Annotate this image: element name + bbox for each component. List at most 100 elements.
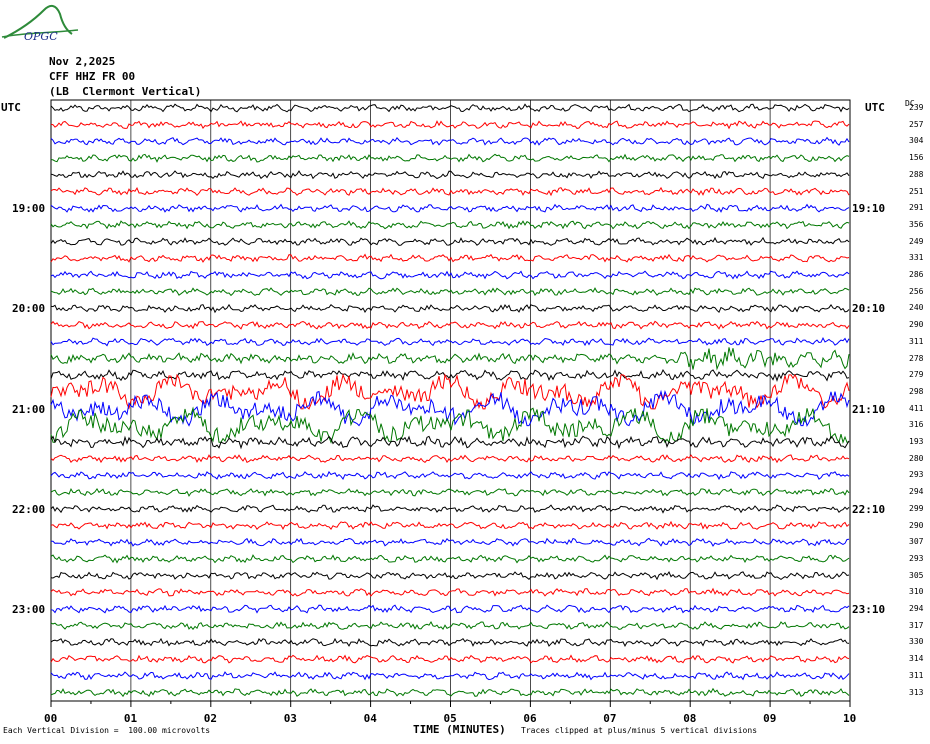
dc-offset-label: 294 bbox=[909, 487, 924, 497]
seismic-trace bbox=[50, 621, 850, 631]
utc-label-right: UTC bbox=[865, 101, 885, 114]
x-tick-label: 09 bbox=[763, 712, 777, 725]
x-tick-label: 06 bbox=[523, 712, 537, 725]
x-tick-label: 08 bbox=[683, 712, 697, 725]
dc-offset-label: 305 bbox=[909, 570, 924, 580]
seismic-trace bbox=[50, 487, 850, 497]
dc-offset-label: 294 bbox=[909, 604, 924, 613]
x-tick-label: 10 bbox=[843, 712, 857, 725]
seismic-trace bbox=[50, 203, 850, 213]
seismic-trace bbox=[50, 454, 850, 464]
hour-label-left: 19:00 bbox=[12, 202, 46, 216]
dc-offset-label: 330 bbox=[909, 637, 924, 647]
dc-offset-label: 156 bbox=[909, 153, 924, 163]
dc-offset-label: 257 bbox=[909, 119, 924, 129]
utc-label-left: UTC bbox=[1, 101, 21, 114]
dc-offset-label: 288 bbox=[909, 169, 924, 179]
seismic-trace bbox=[50, 637, 850, 647]
seismic-trace bbox=[50, 520, 850, 530]
seismic-trace bbox=[50, 435, 850, 450]
x-tick-label: 03 bbox=[283, 712, 297, 725]
seismic-trace bbox=[50, 320, 850, 330]
seismic-trace bbox=[50, 186, 850, 197]
dc-offset-label: 411 bbox=[909, 403, 924, 413]
dc-offset-label: 307 bbox=[909, 537, 924, 547]
x-tick-label: 02 bbox=[203, 712, 218, 725]
dc-offset-label: 311 bbox=[909, 336, 924, 346]
x-axis-label: TIME (MINUTES) bbox=[413, 723, 506, 736]
dc-offset-label: 298 bbox=[909, 386, 924, 396]
dc-offset-label: 193 bbox=[909, 437, 924, 446]
dc-offset-label: 286 bbox=[909, 270, 924, 279]
dc-offset-label: 256 bbox=[909, 286, 924, 296]
hour-label-left: 23:00 bbox=[12, 603, 46, 616]
hour-label-right: 22:10 bbox=[852, 502, 886, 516]
x-tick-label: 04 bbox=[363, 712, 377, 725]
hour-label-left: 22:00 bbox=[12, 502, 46, 516]
seismic-trace bbox=[50, 389, 850, 427]
dc-offset-label: 313 bbox=[909, 687, 924, 697]
dc-offset-label: 293 bbox=[909, 553, 924, 563]
hour-label-right: 20:10 bbox=[852, 302, 886, 316]
station-code: CFF HHZ FR 00 bbox=[49, 70, 136, 83]
seismic-trace bbox=[50, 347, 850, 371]
dc-offset-label: 240 bbox=[909, 303, 924, 313]
seismic-trace bbox=[50, 537, 850, 547]
seismic-trace bbox=[50, 587, 850, 597]
record-date: Nov 2,2025 bbox=[49, 55, 116, 68]
dc-offset-label: 317 bbox=[909, 620, 924, 630]
dc-offset-label: 331 bbox=[909, 253, 924, 263]
dc-offset-label: 299 bbox=[909, 503, 924, 513]
seismic-trace bbox=[50, 136, 850, 146]
dc-offset-label: 290 bbox=[909, 320, 924, 330]
seismic-trace bbox=[50, 236, 850, 246]
logo-mountain bbox=[3, 4, 73, 39]
dc-offset-label: 249 bbox=[909, 236, 924, 246]
hour-label-left: 20:00 bbox=[12, 302, 46, 316]
seismic-trace bbox=[50, 170, 850, 180]
seismic-trace bbox=[50, 153, 850, 163]
dc-offset-label: 291 bbox=[909, 203, 924, 213]
seismic-trace bbox=[50, 253, 850, 263]
x-tick-label: 05 bbox=[443, 712, 457, 725]
seismic-trace bbox=[50, 406, 850, 444]
x-tick-label: 01 bbox=[123, 712, 138, 725]
seismic-trace bbox=[50, 270, 850, 280]
dc-offset-label: 310 bbox=[909, 587, 924, 597]
dc-header: DC bbox=[905, 99, 915, 108]
hour-label-right: 23:10 bbox=[852, 603, 886, 616]
seismic-trace bbox=[50, 654, 850, 664]
dc-offset-label: 290 bbox=[909, 520, 924, 530]
seismic-trace bbox=[50, 373, 850, 410]
seismic-trace bbox=[50, 504, 850, 514]
dc-offset-label: 356 bbox=[909, 219, 924, 229]
dc-offset-label: 279 bbox=[909, 370, 924, 380]
hour-label-left: 21:00 bbox=[12, 402, 46, 416]
opgc-logo: OPGC bbox=[1, 4, 79, 43]
seismic-trace bbox=[50, 604, 850, 614]
hour-label-right: 21:10 bbox=[852, 402, 886, 416]
seismic-trace bbox=[50, 303, 850, 314]
seismic-trace bbox=[50, 220, 850, 230]
seismic-trace bbox=[50, 368, 850, 382]
seismic-trace bbox=[50, 120, 850, 130]
seismic-trace bbox=[50, 103, 850, 113]
dc-offset-label: 278 bbox=[909, 353, 924, 363]
x-tick-label: 07 bbox=[603, 712, 617, 725]
dc-offset-label: 239 bbox=[909, 103, 924, 112]
seismic-trace bbox=[50, 554, 850, 564]
station-location: (LB Clermont Vertical) bbox=[49, 85, 202, 98]
scale-note: Each Vertical Division = 100.00 microvol… bbox=[3, 726, 211, 735]
dc-offset-label: 293 bbox=[909, 470, 924, 480]
seismic-trace bbox=[50, 336, 850, 347]
seismic-trace bbox=[50, 570, 850, 581]
dc-offset-label: 304 bbox=[909, 136, 924, 146]
seismic-trace bbox=[50, 687, 850, 698]
seismic-trace bbox=[50, 287, 850, 297]
dc-offset-label: 311 bbox=[909, 670, 924, 680]
dc-offset-label: 280 bbox=[909, 453, 924, 463]
dc-offset-label: 314 bbox=[909, 654, 924, 664]
logo-swoosh bbox=[1, 29, 79, 38]
clip-note: Traces clipped at plus/minus 5 vertical … bbox=[521, 726, 758, 735]
